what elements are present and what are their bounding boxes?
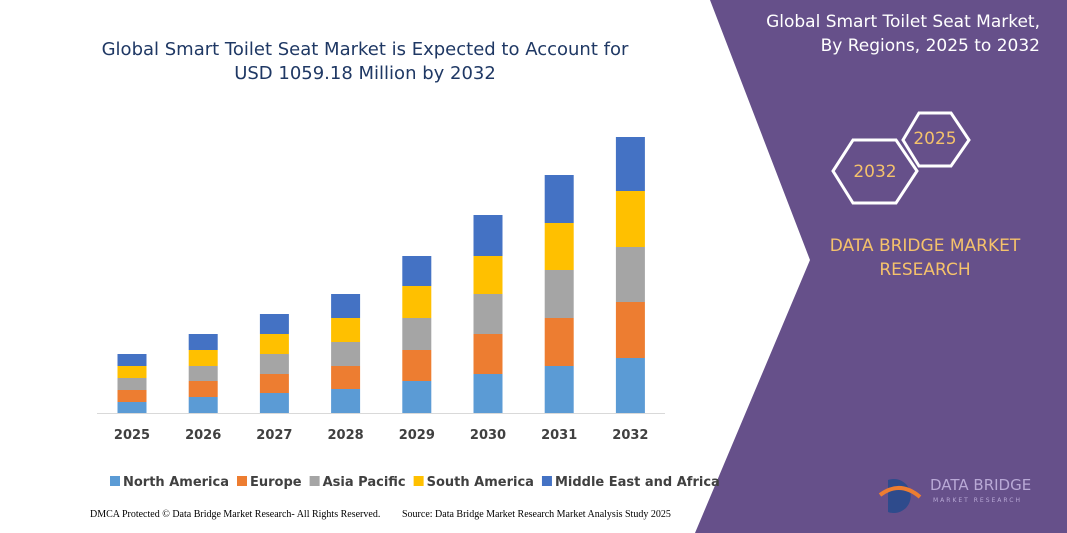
x-tick-label: 2032 xyxy=(612,428,648,443)
bar-segment xyxy=(615,247,645,302)
x-tick-label: 2030 xyxy=(470,428,506,443)
legend-swatch xyxy=(237,476,247,486)
bar-segment xyxy=(331,294,361,318)
chart-title: Global Smart Toilet Seat Market is Expec… xyxy=(101,39,629,84)
x-tick-label: 2027 xyxy=(256,428,292,443)
bar-segment xyxy=(615,302,645,358)
panel-title: Global Smart Toilet Seat Market, By Regi… xyxy=(766,12,1040,56)
side-panel xyxy=(695,0,1067,533)
x-tick-label: 2026 xyxy=(185,428,221,443)
bar-segment xyxy=(402,318,432,350)
x-tick-label: 2025 xyxy=(114,428,150,443)
bar-segment xyxy=(188,350,218,366)
bar-segment xyxy=(473,256,503,294)
bar-segment xyxy=(402,350,432,381)
logo-name: DATA BRIDGE xyxy=(930,476,1031,494)
logo-mark xyxy=(888,472,911,513)
hexagon xyxy=(901,111,971,168)
bar-segment xyxy=(615,137,645,191)
hexagon xyxy=(831,138,919,205)
bar-segment xyxy=(473,374,503,413)
bar-segment xyxy=(402,286,432,318)
bar-segment xyxy=(259,354,289,374)
bar-segment xyxy=(259,314,289,334)
bar-segment xyxy=(259,334,289,354)
bar-segment xyxy=(544,175,574,223)
bar-segment xyxy=(188,397,218,413)
legend-swatch xyxy=(413,476,424,486)
legend-label: Europe xyxy=(250,475,302,490)
legend-swatch xyxy=(110,476,120,486)
bar-segment xyxy=(331,366,361,389)
bar-segment xyxy=(117,390,147,402)
hex-label: 2025 xyxy=(913,129,956,149)
legend-swatch xyxy=(309,476,320,486)
bar-segment xyxy=(188,334,218,350)
bar-segment xyxy=(544,318,574,366)
x-tick-label: 2028 xyxy=(328,428,364,443)
footer-right: Source: Data Bridge Market Research Mark… xyxy=(402,509,671,520)
footer-left: DMCA Protected © Data Bridge Market Rese… xyxy=(90,509,381,520)
bar-segment xyxy=(544,366,574,413)
logo-swoosh xyxy=(878,486,922,499)
bar-segment xyxy=(117,378,147,390)
bar-segment xyxy=(331,318,361,342)
bar-segment xyxy=(259,374,289,393)
brand-name: DATA BRIDGE MARKET RESEARCH xyxy=(829,236,1021,280)
bar-segment xyxy=(402,256,432,286)
bar-segment xyxy=(117,402,147,413)
x-tick-label: 2031 xyxy=(541,428,577,443)
bar-segment xyxy=(544,223,574,270)
bar-segment xyxy=(615,358,645,413)
bar-segment xyxy=(188,366,218,381)
bar-segment xyxy=(473,215,503,256)
bar-segment xyxy=(259,393,289,413)
bar-segment xyxy=(331,342,361,366)
bar-segment xyxy=(188,381,218,397)
bar-segment xyxy=(544,270,574,318)
legend-label: Middle East and Africa xyxy=(555,475,720,490)
bar-segment xyxy=(473,334,503,374)
x-tick-label: 2029 xyxy=(399,428,435,443)
bar-segment xyxy=(117,354,147,366)
bar-segment xyxy=(402,381,432,413)
logo-tagline: MARKET RESEARCH xyxy=(933,497,1022,504)
bar-segment xyxy=(473,294,503,334)
logo: DATA BRIDGE MARKET RESEARCH xyxy=(878,472,1031,513)
legend-label: Asia Pacific xyxy=(323,475,406,490)
legend-label: North America xyxy=(123,475,229,490)
bar-segment xyxy=(331,389,361,413)
bar-segment xyxy=(615,191,645,247)
hex-label: 2032 xyxy=(853,162,896,182)
legend-swatch xyxy=(541,476,552,486)
bar-segment xyxy=(117,366,147,378)
legend-label: South America xyxy=(427,475,534,490)
